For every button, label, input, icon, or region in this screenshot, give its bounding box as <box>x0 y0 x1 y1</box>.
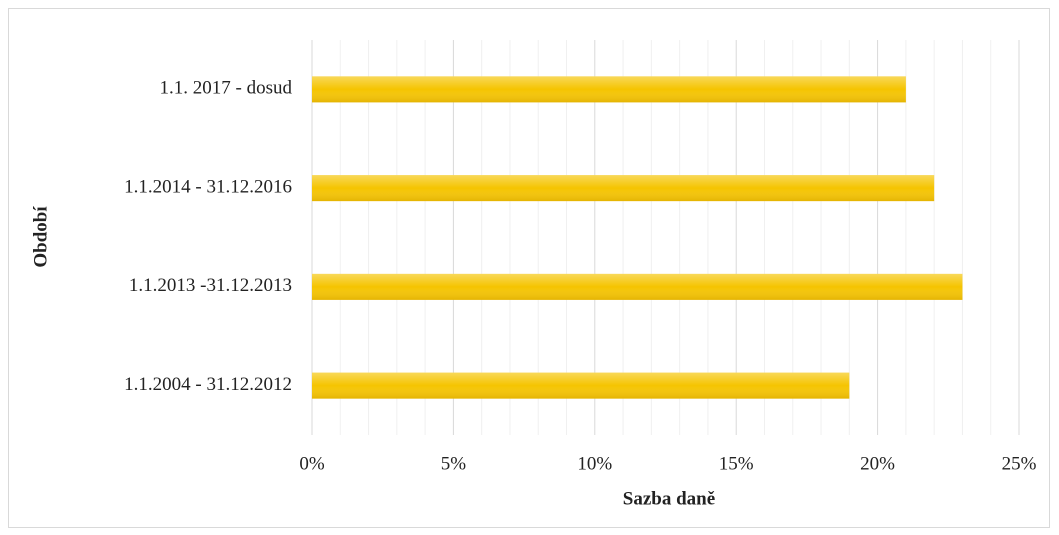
x-tick-label: 10% <box>577 453 612 474</box>
y-tick-label: 1.1.2004 - 31.12.2012 <box>124 374 292 395</box>
y-tick-label: 1.1.2013 -31.12.2013 <box>129 275 292 296</box>
x-axis-title: Sazba daně <box>623 488 715 509</box>
y-tick-label: 1.1. 2017 - dosud <box>160 78 293 99</box>
bar-shade <box>312 76 906 103</box>
bar-shade <box>312 273 963 300</box>
x-tick-label: 5% <box>441 453 467 474</box>
y-axis-title: Období <box>30 206 51 268</box>
y-tick-label: 1.1.2014 - 31.12.2016 <box>124 176 292 197</box>
x-tick-label: 15% <box>719 453 754 474</box>
x-tick-label: 25% <box>1002 453 1037 474</box>
bar-shade <box>312 372 850 399</box>
x-tick-label: 0% <box>299 453 325 474</box>
x-tick-label: 20% <box>860 453 895 474</box>
bar-shade <box>312 175 935 202</box>
